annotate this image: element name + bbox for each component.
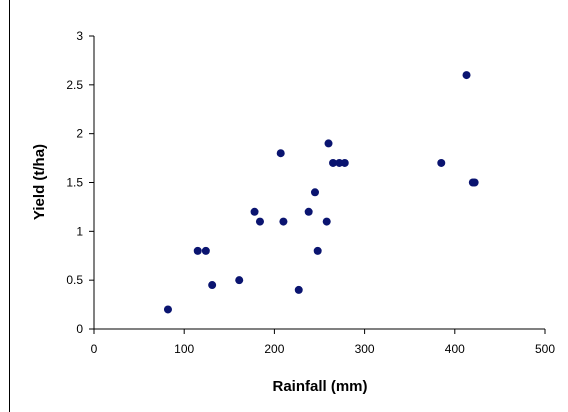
x-tick-label: 0	[91, 342, 98, 356]
y-axis-title: Yield (t/ha)	[31, 144, 48, 220]
y-tick-label: 2	[76, 127, 83, 141]
x-tick-label: 100	[174, 342, 194, 356]
frame-edge-line	[9, 0, 10, 412]
data-point	[310, 188, 319, 197]
y-tick-label: 0	[76, 322, 83, 336]
y-tick-label: 0.5	[66, 273, 83, 287]
data-point	[250, 207, 259, 216]
data-point	[163, 305, 172, 314]
data-point	[279, 217, 288, 226]
y-tick-label: 1	[76, 224, 83, 238]
y-tick-label: 3	[76, 29, 83, 43]
x-axis-ticks: 0 100 200 300 400 500	[91, 329, 555, 356]
data-point	[329, 158, 338, 167]
x-tick-label: 500	[535, 342, 555, 356]
y-axis-ticks: 0 0.5 1 1.5 2 2.5 3	[66, 29, 94, 336]
x-tick-label: 400	[445, 342, 465, 356]
data-point	[340, 158, 349, 167]
x-axis-title: Rainfall (mm)	[272, 378, 367, 395]
data-point	[313, 246, 322, 255]
x-tick-label: 300	[355, 342, 375, 356]
data-point	[324, 139, 333, 148]
data-point	[437, 158, 446, 167]
data-point	[255, 217, 264, 226]
data-point	[201, 246, 210, 255]
data-points	[163, 71, 479, 314]
data-point	[235, 276, 244, 285]
data-point	[193, 246, 202, 255]
y-tick-label: 1.5	[66, 176, 83, 190]
data-point	[462, 71, 471, 80]
data-point	[208, 281, 217, 290]
y-tick-label: 2.5	[66, 78, 83, 92]
x-tick-label: 200	[264, 342, 284, 356]
data-point	[322, 217, 331, 226]
data-point	[294, 285, 303, 294]
data-point	[304, 207, 313, 216]
data-point	[470, 178, 479, 187]
data-point	[276, 149, 285, 158]
